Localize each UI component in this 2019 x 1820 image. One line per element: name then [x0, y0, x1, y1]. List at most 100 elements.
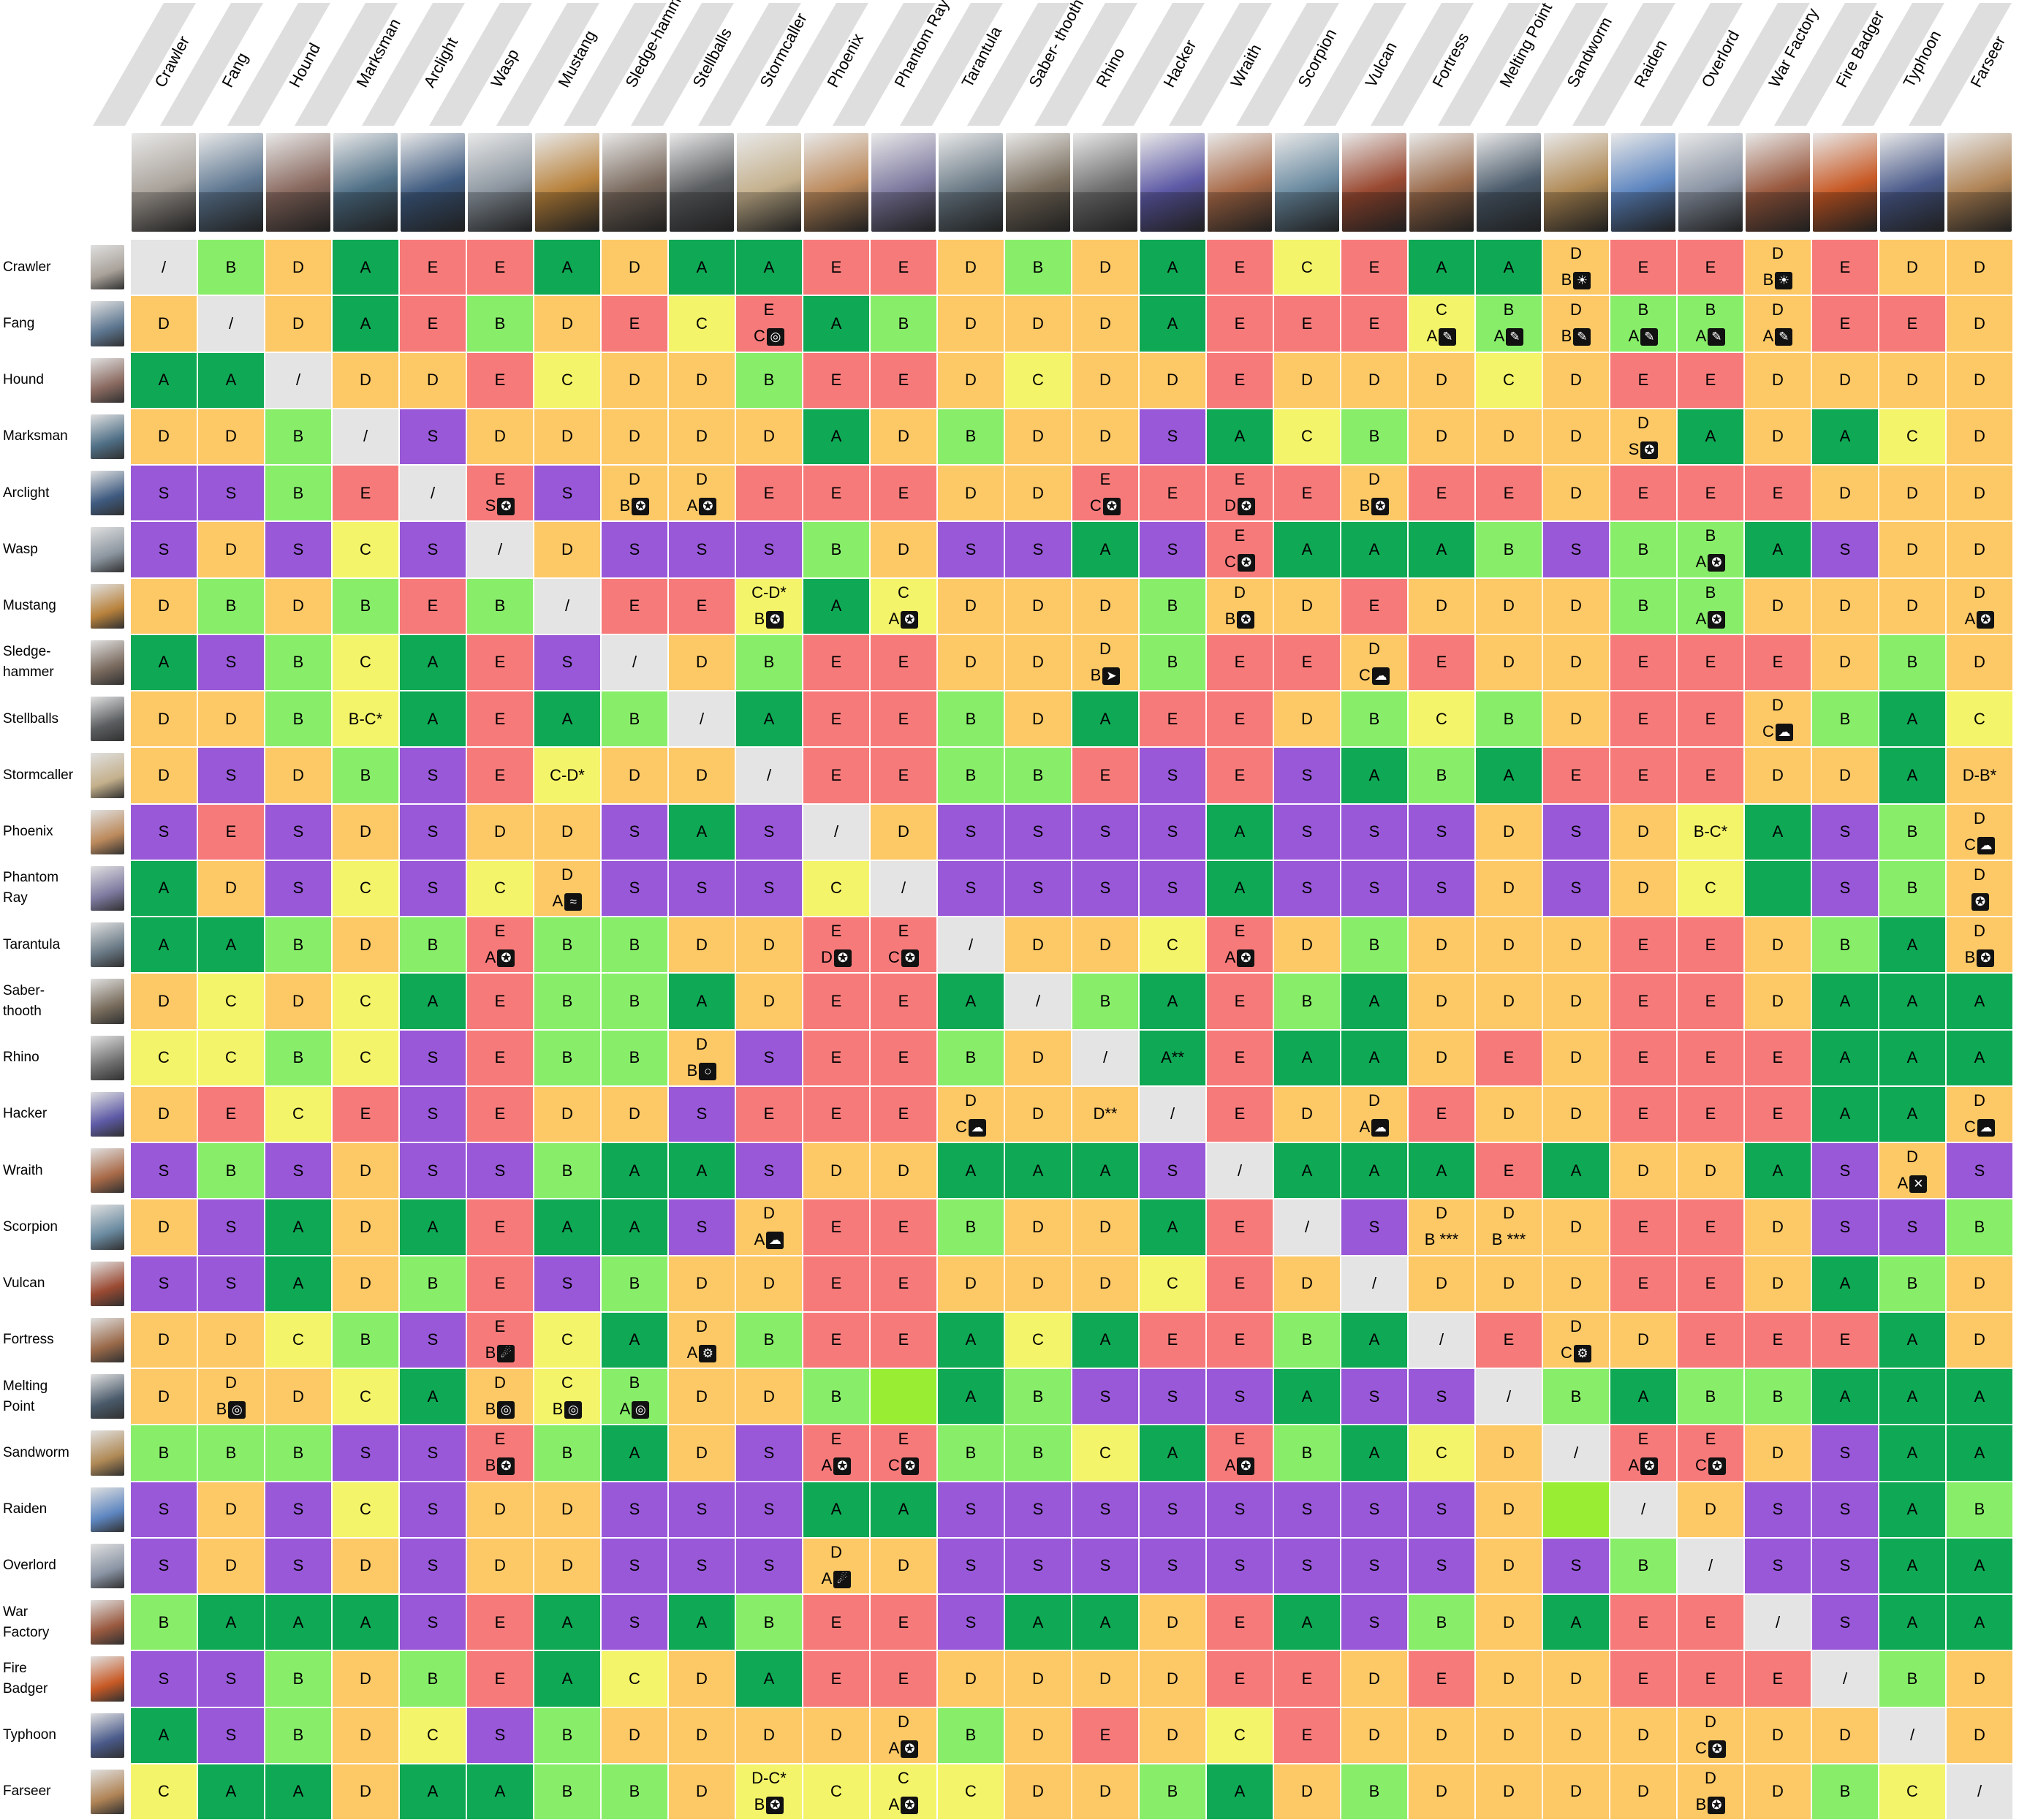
grade: E [898, 1217, 909, 1236]
grade: S [1234, 1500, 1246, 1519]
grade: C [494, 879, 506, 898]
grade: E [1705, 371, 1716, 390]
grade: D [1436, 1782, 1447, 1801]
grade: D [1570, 653, 1582, 672]
matchup-cell: D [333, 1651, 398, 1707]
grade: D [696, 653, 708, 672]
matchup-cell: A [1341, 748, 1407, 803]
grade: D [1974, 539, 1985, 558]
matchup-cell: D [736, 1369, 802, 1425]
matchup-cell: D [1745, 1256, 1811, 1311]
grade: C [1436, 1443, 1447, 1462]
grade-secondary: B ✪ [736, 610, 802, 629]
matchup-cell: E [467, 748, 533, 803]
matchup-cell: B [1812, 691, 1878, 747]
matchup-cell: E [871, 1312, 936, 1368]
grade-primary: D [1772, 300, 1784, 319]
matchup-cell: C A ✎ [1409, 296, 1474, 352]
grade: S [763, 539, 775, 558]
grade: E [1705, 257, 1716, 276]
matchup-cell: D [333, 1143, 398, 1199]
grade: B [1637, 1556, 1649, 1575]
matchup-cell: E [1610, 634, 1676, 690]
grade: D [1570, 427, 1582, 446]
grade: E [360, 1104, 371, 1123]
grade: D [1705, 1500, 1716, 1519]
module-icon: ✪ [901, 1740, 919, 1758]
grade: B [1032, 1387, 1044, 1406]
matchup-cell: B A ◎ [602, 1369, 667, 1425]
grade: E [898, 483, 909, 502]
matchup-cell: A [1207, 409, 1273, 464]
grade: D [1570, 596, 1582, 615]
grade-secondary: C ✪ [1072, 496, 1138, 516]
grade: / [228, 314, 234, 333]
matchup-cell: S [736, 1143, 802, 1199]
matchup-cell: / [534, 578, 600, 634]
matchup-cell: D [1072, 578, 1138, 634]
matchup-cell: D [1543, 1651, 1609, 1707]
matchup-cell: B [1879, 1651, 1945, 1707]
grade: D [1974, 1669, 1985, 1688]
matchup-cell: C A ✪ [871, 1764, 936, 1819]
row-portrait-stormcaller [91, 753, 124, 798]
grade: D [494, 1500, 506, 1519]
grade: D [1301, 1782, 1313, 1801]
grade: D [158, 596, 170, 615]
column-portrait-crawler [132, 133, 196, 232]
grade: D [225, 1556, 237, 1575]
grade: B [225, 596, 237, 615]
matchup-cell: A [1745, 804, 1811, 860]
grade: A [561, 1612, 573, 1631]
matchup-cell: D [1610, 860, 1676, 916]
column-portrait-vulcan [1342, 133, 1406, 232]
grade: D [1032, 1104, 1044, 1123]
matchup-cell: A [1879, 691, 1945, 747]
grade: B [629, 991, 640, 1010]
grade: A [1772, 1161, 1784, 1180]
module-icon: ✪ [1237, 949, 1255, 968]
grade: S [629, 1612, 640, 1631]
grade: A [1705, 427, 1716, 446]
matchup-cell: E [736, 1086, 802, 1142]
grade: D [1099, 1274, 1111, 1293]
grade: B [292, 653, 304, 672]
grade: E [1637, 653, 1649, 672]
matchup-cell: D [1476, 634, 1542, 690]
grade: A [965, 991, 977, 1010]
grade: B [1906, 822, 1918, 841]
row-label-crawler: Crawler [3, 259, 51, 275]
matchup-cell: C [1409, 691, 1474, 747]
grade: B [1839, 935, 1851, 954]
matchup-cell: D [1678, 1143, 1743, 1199]
matchup-cell: S [938, 1595, 1004, 1650]
grade: S [1570, 539, 1582, 558]
row-label-stellballs: Stellballs [3, 710, 59, 727]
matchup-cell: A [1409, 240, 1474, 295]
matchup-cell: B [1140, 578, 1205, 634]
matchup-cell: D A ✪ [1947, 578, 2012, 634]
row-label-wraith: Wraith [3, 1162, 43, 1178]
matchup-cell: D [938, 466, 1004, 521]
grade: B [1301, 1443, 1313, 1462]
grade: D [1503, 1104, 1515, 1123]
grade: D [1503, 1669, 1515, 1688]
matchup-cell: C [333, 522, 398, 577]
module-icon: ✪ [1971, 892, 1989, 911]
matchup-cell: E [333, 1086, 398, 1142]
matchup-cell: S [736, 1538, 802, 1593]
row-label-fire-badger: Fire Badger [3, 1660, 48, 1696]
portrait-shade [737, 192, 801, 232]
grade: D [1570, 991, 1582, 1010]
matchup-cell: D [1812, 466, 1878, 521]
matchup-cell: B [938, 691, 1004, 747]
grade: E [1099, 1726, 1111, 1745]
matchup-cell: D [1745, 578, 1811, 634]
matchup-cell: E C ◎ [736, 296, 802, 352]
matchup-cell: B [1610, 1538, 1676, 1593]
grade: E [1503, 1161, 1515, 1180]
grade: E [360, 483, 371, 502]
matchup-cell: D [1476, 804, 1542, 860]
grade: D [696, 1387, 708, 1406]
module-icon: ✎ [1708, 328, 1726, 346]
